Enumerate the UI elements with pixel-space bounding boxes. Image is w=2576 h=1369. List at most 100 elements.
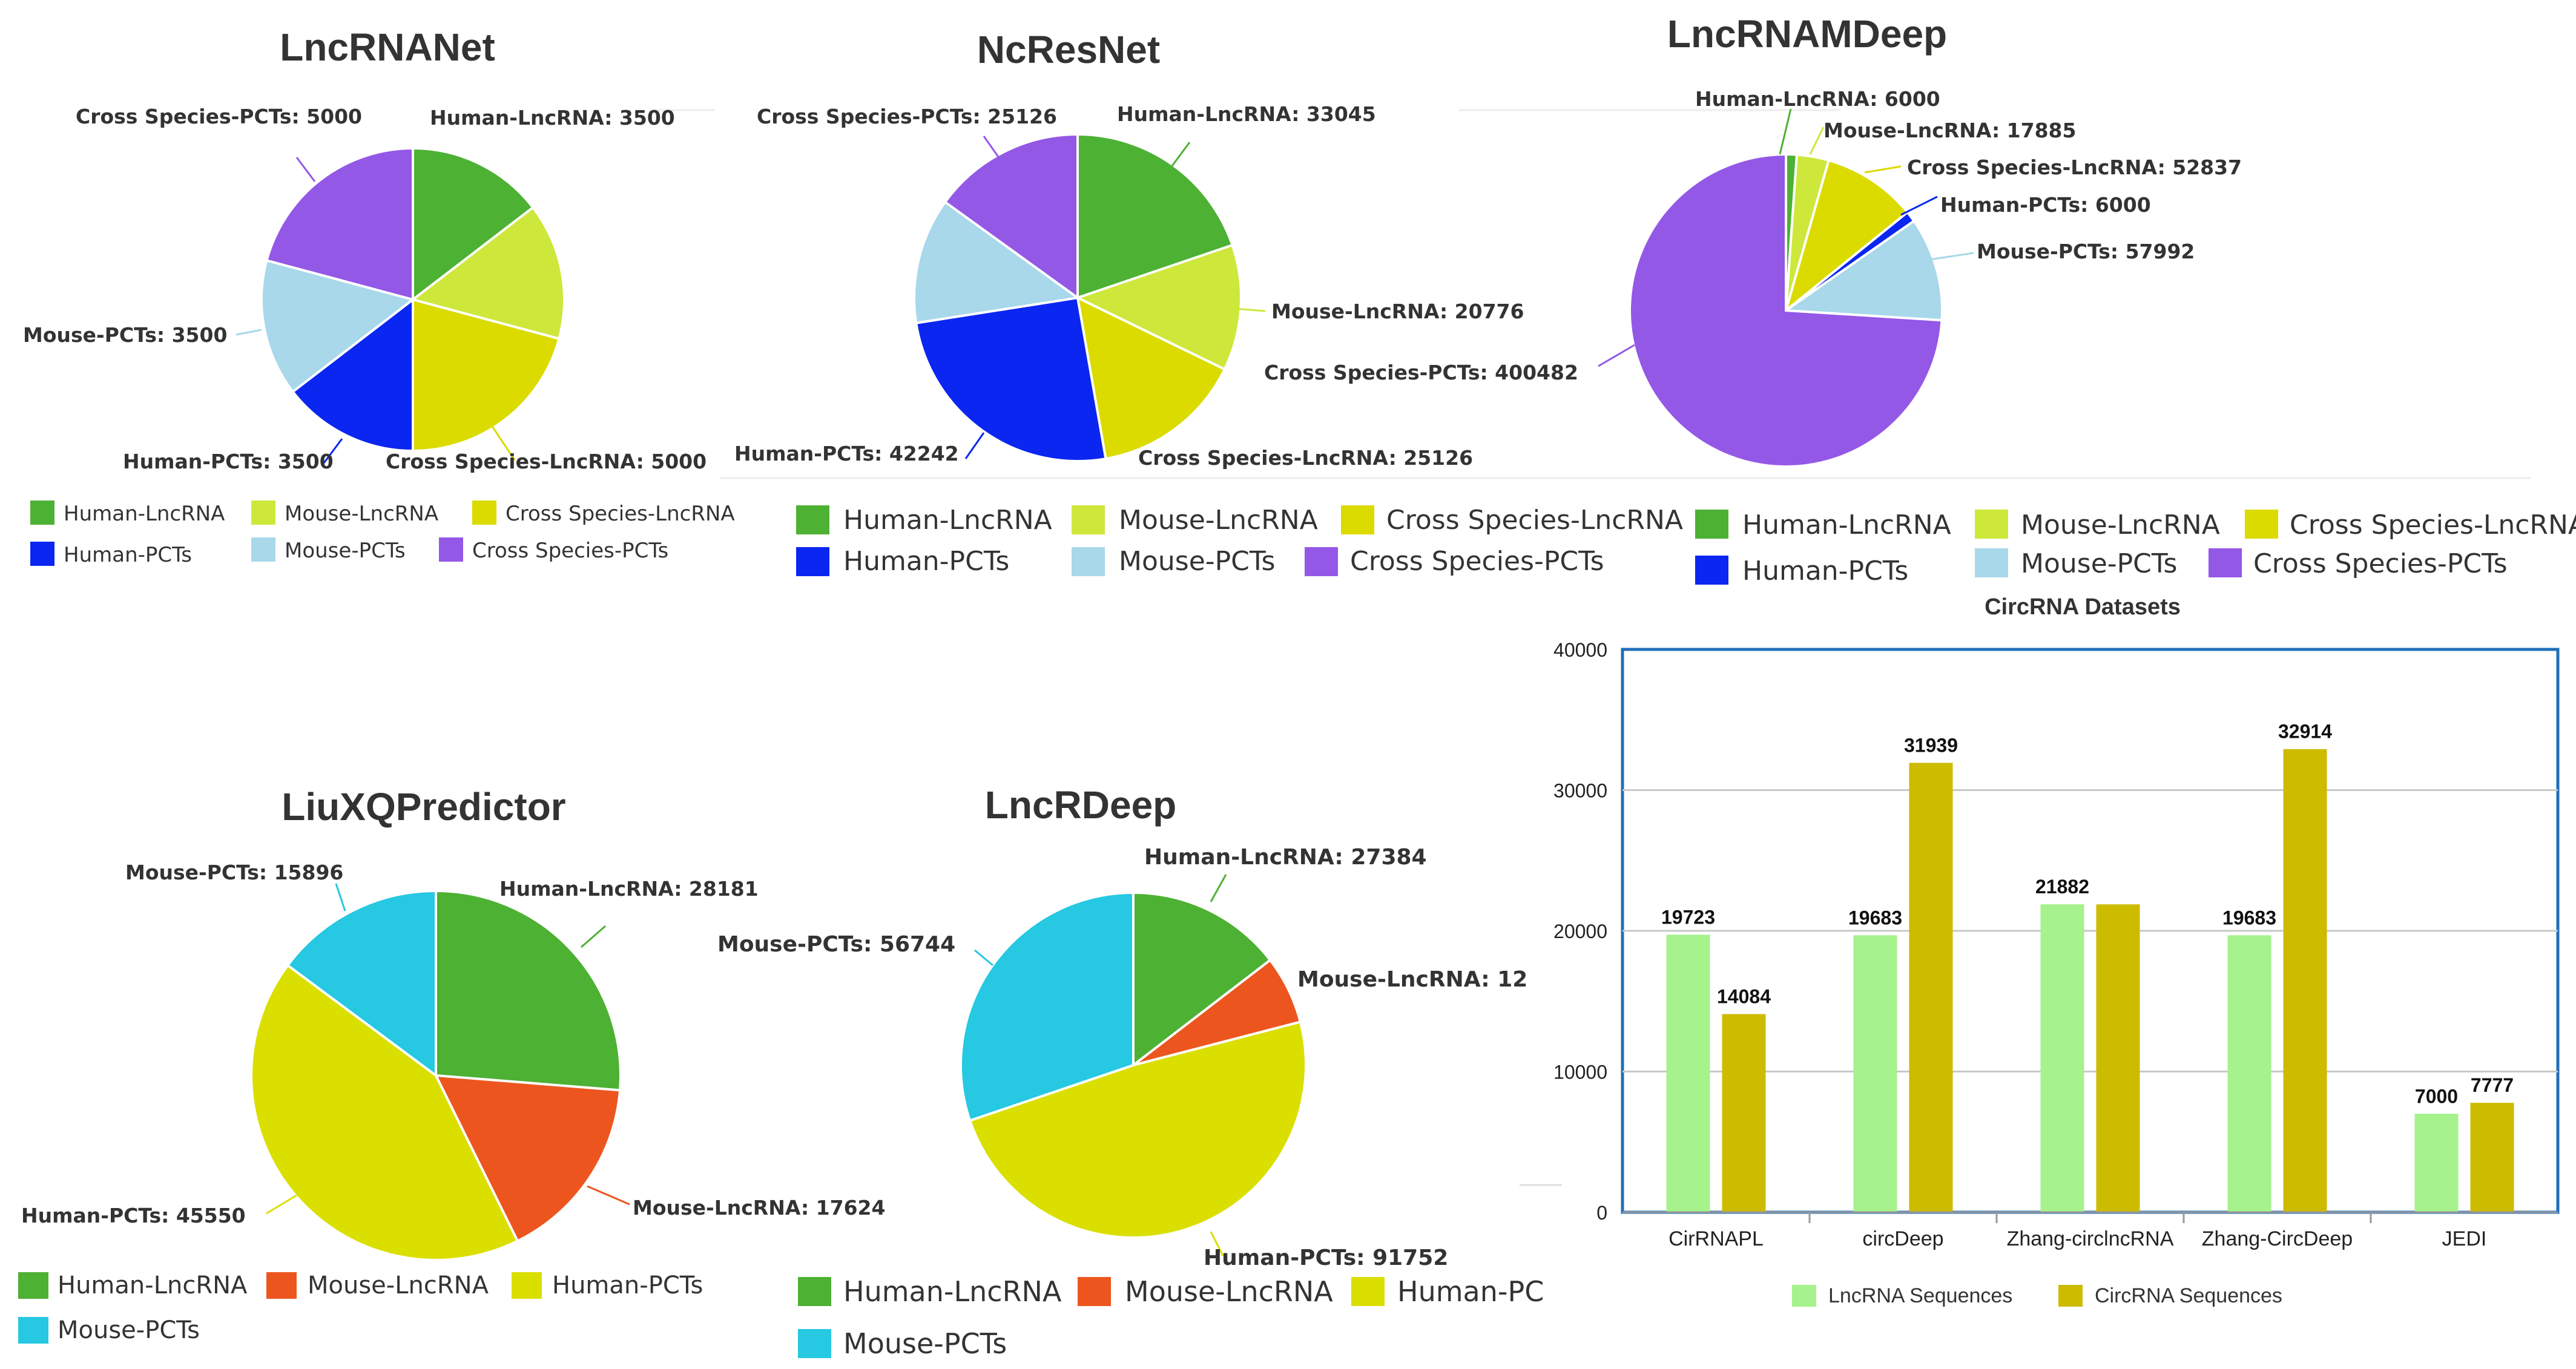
leader-line (489, 423, 516, 461)
pie-label: Human-PCTs: 6000 (1940, 193, 2151, 217)
bar-value-label: 19723 (1661, 906, 1715, 928)
legend-swatch (512, 1272, 542, 1299)
bar-circrna (2096, 904, 2140, 1212)
legend-swatch (796, 547, 829, 576)
x-category-label: Zhang-CircDeep (2202, 1227, 2353, 1250)
pie-label: Human-PCTs: 91752 (1204, 1246, 1448, 1270)
pie-slice-mouse-pcts (286, 889, 437, 1078)
legend-ncresnet: Human-LncRNA Mouse-LncRNA Cross Species-… (796, 505, 1683, 577)
legend-swatch (251, 537, 275, 562)
legend-label: Human-LncRNA (843, 505, 1052, 536)
legend-swatch (798, 1329, 831, 1358)
pie-label: Cross Species-PCTs: 5000 (76, 105, 362, 128)
pie-slice-mouse-lncrna (410, 206, 565, 341)
pie-slice-cross-species-lncrna (412, 298, 561, 453)
legend-label: Mouse-PCTs (2021, 548, 2177, 579)
legend-swatch (1975, 548, 2008, 577)
leader-line (983, 136, 1005, 165)
legend-swatch (2245, 510, 2278, 539)
x-category-label: JEDI (2442, 1227, 2487, 1250)
legend-swatch (1305, 547, 1338, 576)
legend-label: Mouse-LncRNA (285, 502, 438, 526)
pie-label: Human-PCTs: 42242 (734, 442, 959, 465)
legend-swatch (2209, 548, 2242, 577)
leader-line (1779, 108, 1792, 155)
legend-swatch (1072, 505, 1105, 534)
leader-line (266, 1194, 297, 1215)
pie-slice-cross-species-pcts (943, 133, 1079, 300)
legend-swatch (1975, 510, 2008, 539)
pie-label: Mouse-LncRNA: 12 (1297, 967, 1527, 992)
pie-slice-mouse-pcts (260, 258, 416, 393)
pie-label: Mouse-LncRNA: 17885 (1823, 119, 2076, 142)
bar-value-label: 7000 (2415, 1085, 2458, 1107)
chart-title-circrna: CircRNA Datasets (1985, 594, 2181, 620)
pie-label: Human-LncRNA: 28181 (499, 877, 759, 901)
x-category-label: CirRNAPL (1668, 1227, 1764, 1250)
pie-label: Cross Species-PCTs: 25126 (757, 105, 1057, 128)
legend-label: Human-LncRNA (1742, 510, 1951, 540)
legend-swatch (18, 1317, 48, 1344)
pie-slice-cross-species-lncrna (1784, 159, 1909, 314)
legend-label: Mouse-LncRNA (2021, 510, 2220, 540)
leader-line (1925, 252, 1974, 261)
pie-label: Cross Species-LncRNA: 5000 (386, 450, 707, 473)
bar-circrna (2470, 1103, 2514, 1212)
leader-line (323, 438, 343, 464)
y-tick-label: 40000 (1553, 639, 1607, 661)
legend-label: Human-LncRNA (58, 1272, 248, 1299)
pie-slice-mouse-pcts (1782, 219, 1943, 322)
legend-label: Cross Species-LncRNA (2290, 510, 2576, 540)
legend-swatch (1341, 505, 1374, 534)
y-tick-label: 20000 (1553, 921, 1607, 942)
bar-value-label: 19683 (1848, 907, 1902, 928)
legend-lncrnanet: Human-LncRNA Mouse-LncRNA Cross Species-… (30, 501, 735, 567)
legend-label: Mouse-PCTs (58, 1316, 200, 1344)
bar-circrna (2283, 749, 2327, 1212)
legend-swatch (1072, 547, 1105, 576)
pie-label: Cross Species-LncRNA: 52837 (1907, 156, 2242, 179)
legend-label: Human-PCTs (552, 1272, 703, 1299)
legend-label: Human-PC (1397, 1275, 1544, 1308)
legend-lncrnamdeep: Human-LncRNA Mouse-LncRNA Cross Species-… (1695, 510, 2576, 586)
legend-swatch (439, 537, 463, 562)
pie-lncrnamdeep (1629, 153, 1943, 468)
legend-label: Human-PCTs (64, 543, 192, 567)
legend-swatch (266, 1272, 297, 1299)
legend-swatch (30, 542, 54, 566)
legend-label: Mouse-LncRNA (308, 1272, 489, 1299)
pie-slice-human-pcts (914, 296, 1107, 462)
leader-line (964, 432, 985, 459)
bar-circrna (1722, 1014, 1766, 1212)
pie-label: Human-PCTs: 3500 (123, 450, 334, 473)
leader-line (236, 329, 262, 336)
leader-line (581, 925, 606, 948)
pie-slice-cross-species-pcts (265, 146, 414, 301)
pie-slice-mouse-lncrna (1074, 243, 1242, 371)
bar-lncrna (2414, 1114, 2459, 1212)
legend-swatch (18, 1272, 48, 1299)
pie-label: Human-LncRNA: 6000 (1695, 87, 1940, 111)
pie-ncresnet-labels: Human-LncRNA: 33045 Cross Species-PCTs: … (734, 102, 1524, 470)
y-tick-label: 10000 (1553, 1062, 1607, 1083)
pie-label: Mouse-PCTs: 3500 (23, 323, 227, 347)
legend-swatch (798, 1277, 831, 1306)
pie-lncrnanet (260, 146, 565, 453)
leader-line (1210, 1231, 1224, 1256)
chart-title-lncrnanet: LncRNANet (280, 25, 495, 69)
bar-lncrna (2040, 904, 2084, 1212)
pie-lncrdeep (960, 891, 1307, 1239)
legend-label: Human-LncRNA (843, 1275, 1062, 1308)
pie-slice-human-lncrna (435, 889, 622, 1092)
legend-label: LncRNA Sequences (1828, 1284, 2012, 1307)
bar-lncrna (1666, 934, 1710, 1212)
leader-line (587, 1185, 630, 1206)
pie-slice-mouse-lncrna (1132, 958, 1302, 1066)
leader-line (295, 157, 316, 182)
leader-line (974, 949, 993, 967)
x-category-label: Zhang-circlncRNA (2007, 1227, 2174, 1250)
legend-label: Cross Species-LncRNA (1386, 505, 1683, 536)
legend-label: Mouse-PCTs (285, 539, 406, 563)
legend-swatch (1695, 556, 1728, 585)
pie-slice-cross-species-lncrna (1076, 295, 1227, 461)
